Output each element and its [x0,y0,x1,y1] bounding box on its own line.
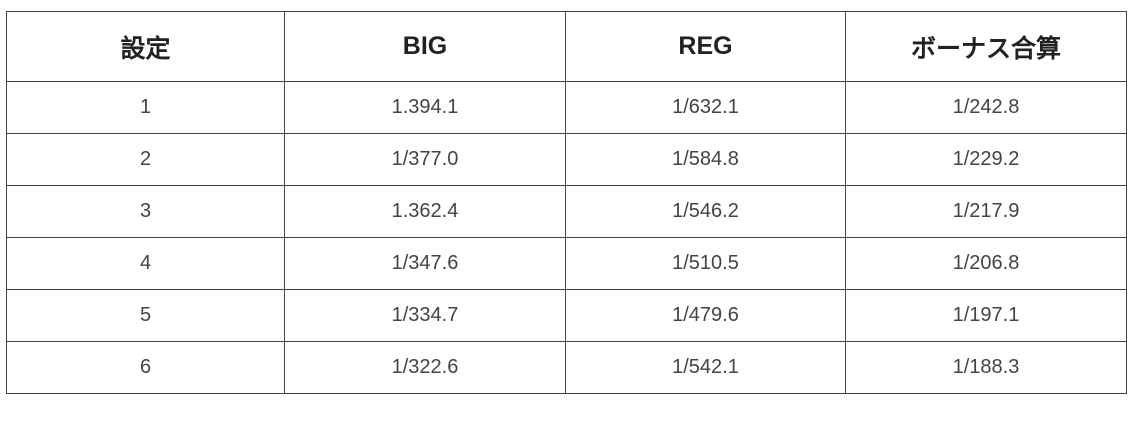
table-header-row: 設定 BIG REG ボーナス合算 [6,11,1127,82]
cell-reg: 1/479.6 [565,289,846,342]
cell-setting: 4 [6,237,285,290]
table-row: 4 1/347.6 1/510.5 1/206.8 [6,237,1127,290]
table-row: 6 1/322.6 1/542.1 1/188.3 [6,341,1127,394]
cell-bonus-total: 1/197.1 [845,289,1127,342]
table-row: 5 1/334.7 1/479.6 1/197.1 [6,289,1127,342]
cell-setting: 6 [6,341,285,394]
cell-bonus-total: 1/206.8 [845,237,1127,290]
header-reg: REG [565,11,846,82]
cell-big: 1/347.6 [284,237,566,290]
probability-table-container: 設定 BIG REG ボーナス合算 1 1.394.1 1/632.1 1/24… [6,11,1127,394]
cell-reg: 1/632.1 [565,81,846,134]
cell-bonus-total: 1/229.2 [845,133,1127,186]
cell-reg: 1/584.8 [565,133,846,186]
cell-bonus-total: 1/188.3 [845,341,1127,394]
header-bonus-total: ボーナス合算 [845,11,1127,82]
cell-bonus-total: 1/217.9 [845,185,1127,238]
cell-big: 1.362.4 [284,185,566,238]
cell-reg: 1/510.5 [565,237,846,290]
cell-setting: 1 [6,81,285,134]
table-row: 1 1.394.1 1/632.1 1/242.8 [6,81,1127,134]
cell-setting: 2 [6,133,285,186]
cell-setting: 5 [6,289,285,342]
table-row: 2 1/377.0 1/584.8 1/229.2 [6,133,1127,186]
cell-bonus-total: 1/242.8 [845,81,1127,134]
cell-setting: 3 [6,185,285,238]
cell-reg: 1/546.2 [565,185,846,238]
cell-big: 1/322.6 [284,341,566,394]
probability-table: 設定 BIG REG ボーナス合算 1 1.394.1 1/632.1 1/24… [6,11,1127,394]
header-big: BIG [284,11,566,82]
cell-big: 1.394.1 [284,81,566,134]
header-setting: 設定 [6,11,285,82]
cell-big: 1/377.0 [284,133,566,186]
cell-reg: 1/542.1 [565,341,846,394]
cell-big: 1/334.7 [284,289,566,342]
table-row: 3 1.362.4 1/546.2 1/217.9 [6,185,1127,238]
